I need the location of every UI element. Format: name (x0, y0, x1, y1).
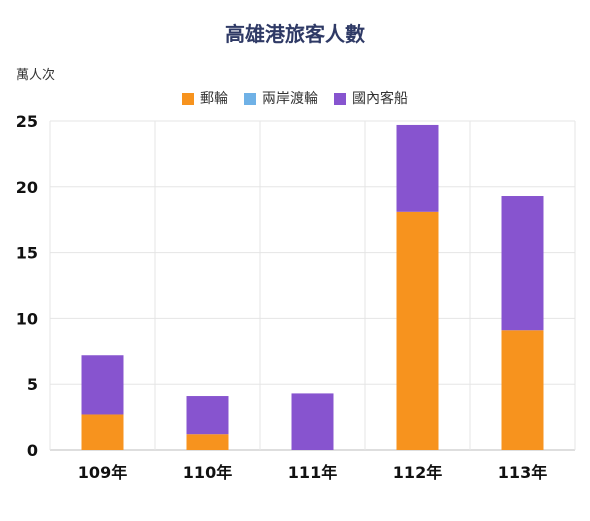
bar-0-1 (186, 434, 229, 450)
legend-label-0: 郵輪 (200, 90, 228, 107)
legend-swatch-0 (182, 93, 194, 105)
y-tick-label-1: 5 (27, 375, 38, 394)
y-tick-label-2: 10 (16, 309, 38, 328)
legend-swatch-1 (244, 93, 256, 105)
x-tick-label-4: 113年 (498, 463, 547, 482)
y-tick-label-5: 25 (16, 112, 38, 131)
legend-label-1: 兩岸渡輪 (262, 90, 318, 107)
bar-2-0 (81, 355, 124, 415)
bar-2-2 (291, 393, 334, 450)
bar-2-4 (501, 196, 544, 331)
y-axis: 0 5 10 15 20 25 (16, 112, 38, 460)
x-tick-label-1: 110年 (183, 463, 232, 482)
y-tick-label-4: 20 (16, 178, 38, 197)
y-tick-label-0: 0 (27, 441, 38, 460)
bars (81, 124, 544, 450)
grid (49, 120, 576, 451)
bar-0-4 (501, 330, 544, 450)
x-tick-label-0: 109年 (78, 463, 127, 482)
chart-title: 高雄港旅客人數 (225, 22, 365, 46)
x-tick-label-2: 111年 (288, 463, 337, 482)
bar-2-1 (186, 396, 229, 435)
x-tick-label-3: 112年 (393, 463, 442, 482)
bar-2-3 (396, 124, 439, 212)
y-axis-unit-label: 萬人次 (16, 67, 55, 83)
legend-label-2: 國內客船 (352, 90, 408, 107)
bar-0-3 (396, 211, 439, 450)
legend-swatch-2 (334, 93, 346, 105)
y-tick-label-3: 15 (16, 244, 38, 263)
x-axis: 109年 110年 111年 112年 113年 (78, 463, 547, 482)
legend: 郵輪 兩岸渡輪 國內客船 (182, 90, 408, 107)
bar-0-0 (81, 414, 124, 450)
